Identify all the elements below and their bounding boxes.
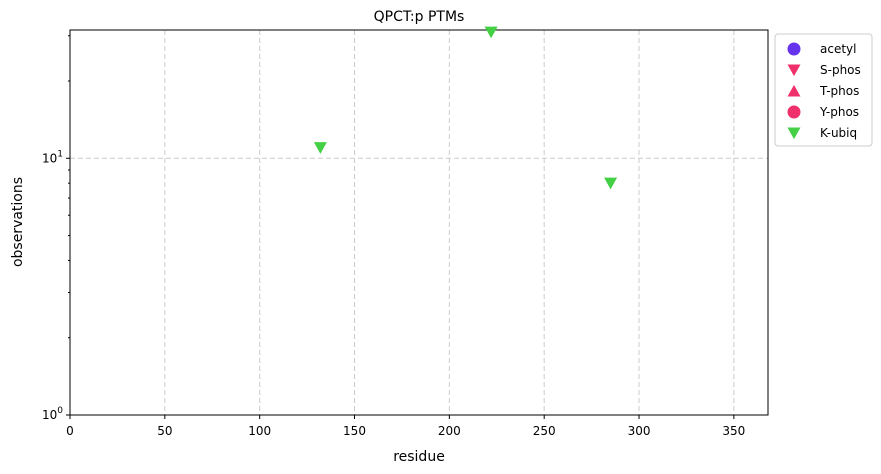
x-tick-label: 100 [248,424,271,438]
x-axis-ticks: 0 50 100 150 200 250 300 350 [66,415,745,438]
x-tick-label: 350 [722,424,745,438]
data-point-k-ubiq [484,26,498,39]
legend-label: Y-phos [819,105,859,119]
chart-title: QPCT:p PTMs [374,9,465,25]
data-point-k-ubiq [313,142,327,154]
x-tick-label: 250 [533,424,556,438]
y-tick-label: 100 [42,406,63,422]
legend-label: T-phos [819,84,859,98]
grid-lines [69,30,768,415]
legend-marker-t-phos [787,84,801,97]
y-axis-label: observations [10,177,26,267]
legend-label: K-ubiq [820,126,857,140]
legend: acetyl S-phos T-phos Y-phos K-ubiq [774,33,873,147]
x-tick-label: 150 [343,424,366,438]
data-point-k-ubiq [604,177,618,190]
x-tick-label: 300 [628,424,651,438]
plot-area [69,29,769,416]
legend-label: S-phos [820,63,861,77]
y-axis-ticks: 100 101 [42,35,70,422]
legend-marker-acetyl [787,42,801,56]
legend-marker-s-phos [787,64,801,77]
legend-box [774,33,873,147]
legend-marker-y-phos [787,105,801,119]
y-tick-label: 101 [42,149,63,165]
data-points [313,26,618,190]
x-tick-label: 0 [66,424,74,438]
legend-label: acetyl [820,42,856,56]
legend-marker-k-ubiq [787,127,801,140]
x-axis-label: residue [393,449,445,465]
x-tick-label: 50 [157,424,172,438]
x-tick-label: 200 [438,424,461,438]
